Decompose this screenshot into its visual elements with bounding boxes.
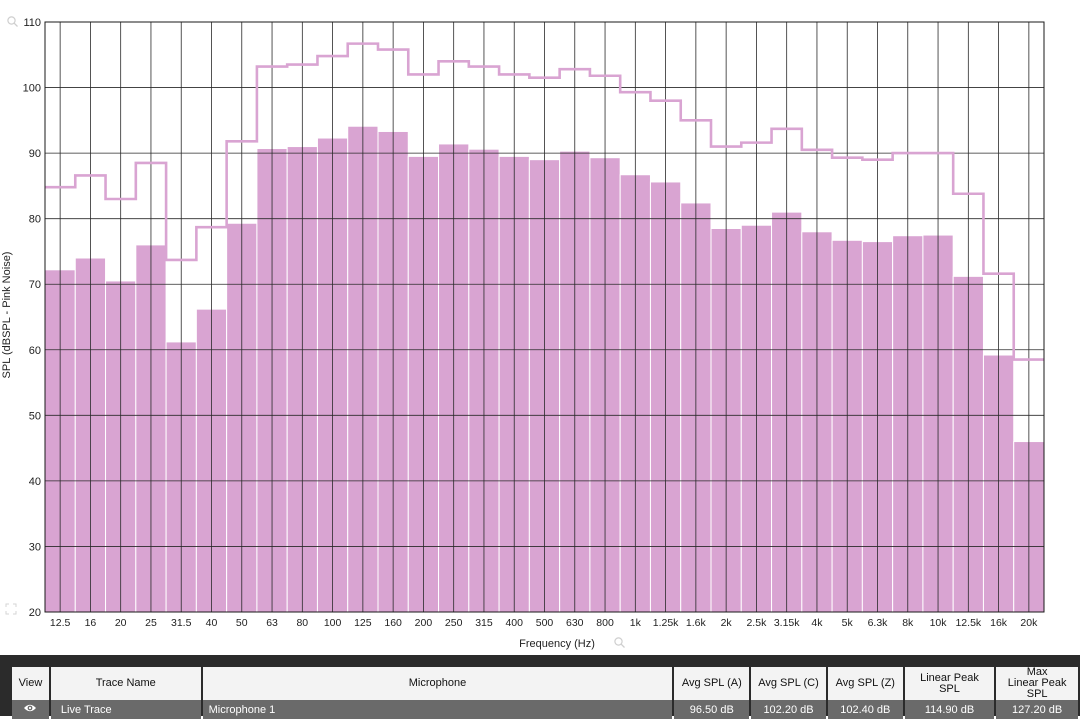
x-tick-label: 100 bbox=[324, 617, 342, 629]
y-tick-label: 20 bbox=[29, 607, 41, 619]
x-tick-label: 12.5k bbox=[955, 617, 981, 629]
avg-spl-a-cell: 96.50 dB bbox=[674, 700, 750, 719]
x-tick-label: 6.3k bbox=[868, 617, 889, 629]
microphone-cell[interactable]: Microphone 1 bbox=[202, 700, 673, 719]
chart-svg: 20 30 40 50 60 70 80 90 100 110 12.5 16 20 25 31.5 40 5… bbox=[1, 16, 1045, 650]
table-row[interactable]: Live Trace Microphone 1 96.50 dB 102.20 … bbox=[12, 700, 1078, 719]
col-header-avg-spl-a[interactable]: Avg SPL (A) bbox=[674, 667, 750, 700]
zoom-icon[interactable] bbox=[614, 637, 625, 648]
x-tick-label: 4k bbox=[811, 617, 823, 629]
y-tick-label: 60 bbox=[29, 345, 41, 357]
y-tick-label: 100 bbox=[23, 83, 41, 95]
y-tick-label: 80 bbox=[29, 214, 41, 226]
x-tick-label: 200 bbox=[415, 617, 433, 629]
x-tick-label: 125 bbox=[354, 617, 372, 629]
max-header-line1: Max bbox=[1026, 666, 1048, 678]
spectrum-chart[interactable]: 20 30 40 50 60 70 80 90 100 110 12.5 16 20 25 31.5 40 5… bbox=[0, 0, 1080, 655]
x-tick-label: 630 bbox=[566, 617, 584, 629]
x-tick-label: 50 bbox=[236, 617, 248, 629]
y-tick-label: 70 bbox=[29, 279, 41, 291]
linear-peak-spl-cell: 114.90 dB bbox=[904, 700, 995, 719]
x-tick-label: 12.5 bbox=[50, 617, 71, 629]
y-axis-title: SPL (dBSPL - Pink Noise) bbox=[1, 252, 13, 379]
x-tick-label: 400 bbox=[505, 617, 523, 629]
y-tick-label: 90 bbox=[29, 148, 41, 160]
x-tick-label: 1.25k bbox=[653, 617, 679, 629]
col-header-microphone[interactable]: Microphone bbox=[202, 667, 673, 700]
y-tick-label: 30 bbox=[29, 541, 41, 553]
x-tick-label: 315 bbox=[475, 617, 493, 629]
x-tick-label: 40 bbox=[206, 617, 218, 629]
x-tick-label: 800 bbox=[596, 617, 614, 629]
x-tick-label: 250 bbox=[445, 617, 463, 629]
max-linear-peak-spl-cell: 127.20 dB bbox=[996, 700, 1078, 719]
x-tick-label: 20 bbox=[115, 617, 127, 629]
col-header-avg-spl-c[interactable]: Avg SPL (C) bbox=[751, 667, 826, 700]
y-tick-label: 110 bbox=[23, 17, 41, 29]
x-tick-label: 31.5 bbox=[171, 617, 192, 629]
x-tick-label: 8k bbox=[902, 617, 914, 629]
table-header-row: View Trace Name Microphone Avg SPL (A) A… bbox=[12, 667, 1078, 700]
x-tick-label: 63 bbox=[266, 617, 278, 629]
zoom-reset-icon[interactable] bbox=[5, 603, 17, 615]
col-header-max-linear-peak-spl[interactable]: Max Linear Peak SPL bbox=[996, 667, 1078, 700]
col-header-trace-name[interactable]: Trace Name bbox=[50, 667, 201, 700]
trace-table: View Trace Name Microphone Avg SPL (A) A… bbox=[10, 667, 1080, 719]
col-header-linear-peak-spl[interactable]: Linear Peak SPL bbox=[904, 667, 995, 700]
avg-spl-c-cell: 102.20 dB bbox=[751, 700, 826, 719]
eye-icon[interactable] bbox=[23, 703, 37, 713]
plot-frame bbox=[44, 21, 1045, 613]
x-tick-label: 20k bbox=[1020, 617, 1038, 629]
x-tick-label: 5k bbox=[842, 617, 854, 629]
col-header-view[interactable]: View bbox=[12, 667, 49, 700]
x-tick-label: 3.15k bbox=[774, 617, 800, 629]
x-tick-label: 25 bbox=[145, 617, 157, 629]
y-tick-label: 50 bbox=[29, 410, 41, 422]
x-tick-label: 80 bbox=[296, 617, 308, 629]
x-tick-label: 1.6k bbox=[686, 617, 707, 629]
x-axis-title: Frequency (Hz) bbox=[519, 638, 595, 650]
x-tick-label: 1k bbox=[630, 617, 642, 629]
avg-spl-z-cell: 102.40 dB bbox=[827, 700, 903, 719]
x-tick-label: 16k bbox=[990, 617, 1008, 629]
col-header-avg-spl-z[interactable]: Avg SPL (Z) bbox=[827, 667, 903, 700]
trace-table-panel: View Trace Name Microphone Avg SPL (A) A… bbox=[0, 655, 1080, 719]
x-tick-label: 2.5k bbox=[746, 617, 767, 629]
max-trace-step-line bbox=[45, 42, 1044, 361]
y-tick-label: 40 bbox=[29, 476, 41, 488]
x-tick-label: 16 bbox=[85, 617, 97, 629]
x-tick-label: 10k bbox=[930, 617, 948, 629]
x-tick-label: 2k bbox=[721, 617, 733, 629]
x-tick-label: 500 bbox=[536, 617, 554, 629]
max-header-line2: Linear Peak SPL bbox=[1007, 677, 1067, 700]
x-tick-label: 160 bbox=[384, 617, 402, 629]
zoom-icon[interactable] bbox=[7, 16, 18, 27]
view-toggle[interactable] bbox=[12, 700, 49, 719]
trace-name-cell[interactable]: Live Trace bbox=[50, 700, 201, 719]
